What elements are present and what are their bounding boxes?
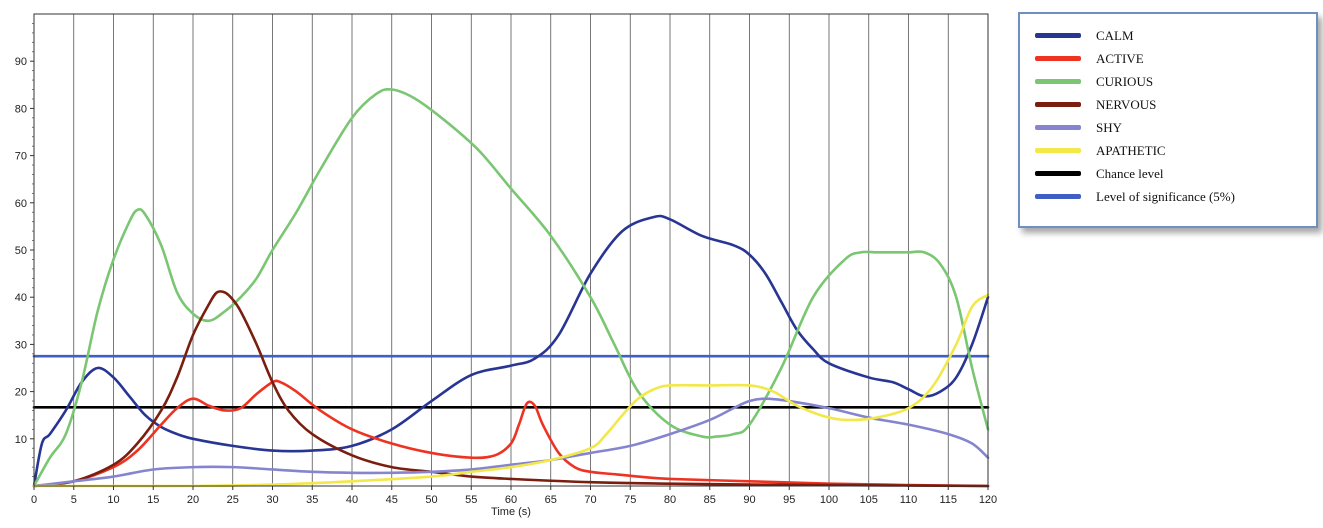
series-line-apathetic: [32, 293, 990, 488]
legend-item-level-of-significance-5: Level of significance (5%): [1020, 187, 1316, 209]
series-line-nervous: [32, 289, 990, 488]
x-tick-label-110: 110: [900, 494, 918, 506]
x-tick-label-90: 90: [743, 494, 755, 506]
x-tick-label-105: 105: [860, 494, 878, 506]
x-tick-label-5: 5: [71, 494, 77, 506]
x-tick-label-80: 80: [664, 494, 676, 506]
x-tick-label-85: 85: [704, 494, 716, 506]
legend-item-apathetic: APATHETIC: [1020, 141, 1316, 163]
legend-item-chance-level: Chance level: [1020, 164, 1316, 186]
legend-item-active: ACTIVE: [1020, 49, 1316, 71]
x-axis-title: Time (s): [491, 506, 531, 518]
x-tick-label-15: 15: [147, 494, 159, 506]
y-tick-label-40: 40: [15, 292, 27, 304]
legend-swatch-level-of-significance-5: [1035, 194, 1081, 199]
legend-label-chance-level: Chance level: [1096, 166, 1164, 181]
legend-label-active: ACTIVE: [1096, 51, 1144, 66]
y-tick-label-50: 50: [15, 245, 27, 257]
legend-swatch-calm: [1035, 33, 1081, 38]
series-lines: [32, 87, 990, 488]
y-tick-label-80: 80: [15, 103, 27, 115]
legend-label-level-of-significance-5: Level of significance (5%): [1096, 189, 1235, 204]
legend-item-nervous: NERVOUS: [1020, 95, 1316, 117]
legend-swatch-active: [1035, 56, 1081, 61]
x-tick-label-100: 100: [820, 494, 838, 506]
y-tick-label-20: 20: [15, 387, 27, 399]
series-line-calm: [32, 214, 990, 488]
x-tick-label-60: 60: [505, 494, 517, 506]
y-tick-label-10: 10: [15, 434, 27, 446]
legend-label-shy: SHY: [1096, 120, 1123, 135]
x-tick-label-45: 45: [386, 494, 398, 506]
x-tick-label-10: 10: [107, 494, 119, 506]
x-tick-label-25: 25: [227, 494, 239, 506]
x-tick-label-40: 40: [346, 494, 358, 506]
series-line-shy: [32, 397, 990, 488]
legend-swatch-shy: [1035, 125, 1081, 130]
legend: CALM ACTIVE CURIOUS NERVOUS SHY APATHETIC Chan…: [1018, 12, 1318, 228]
legend-item-shy: SHY: [1020, 118, 1316, 140]
legend-label-nervous: NERVOUS: [1096, 97, 1157, 112]
series-line-curious: [32, 87, 990, 488]
legend-label-curious: CURIOUS: [1096, 74, 1154, 89]
legend-label-apathetic: APATHETIC: [1096, 143, 1166, 158]
x-tick-label-30: 30: [266, 494, 278, 506]
series-line-active: [32, 379, 990, 488]
x-tick-label-35: 35: [306, 494, 318, 506]
y-tick-label-70: 70: [15, 151, 27, 163]
legend-swatch-apathetic: [1035, 148, 1081, 153]
y-tick-label-90: 90: [15, 56, 27, 68]
legend-swatch-nervous: [1035, 102, 1081, 107]
x-tick-label-0: 0: [31, 494, 37, 506]
y-tick-label-60: 60: [15, 198, 27, 210]
x-tick-label-65: 65: [545, 494, 557, 506]
y-axis-ticks: 10 20 30 40 50 60 70 80 90: [15, 23, 34, 477]
legend-swatch-curious: [1035, 79, 1081, 84]
x-tick-label-50: 50: [425, 494, 437, 506]
x-tick-label-95: 95: [783, 494, 795, 506]
x-tick-label-75: 75: [624, 494, 636, 506]
x-tick-label-70: 70: [584, 494, 596, 506]
legend-item-curious: CURIOUS: [1020, 72, 1316, 94]
x-axis-ticks: 0 5 10 15 20 25 30 35 40 45 50 55 60 65 70 75 80 85 90 95 10…: [31, 486, 997, 506]
y-tick-label-30: 30: [15, 339, 27, 351]
x-tick-label-20: 20: [187, 494, 199, 506]
legend-label-calm: CALM: [1096, 28, 1134, 43]
x-tick-label-115: 115: [939, 494, 957, 506]
legend-item-calm: CALM: [1020, 26, 1316, 48]
x-tick-label-120: 120: [979, 494, 997, 506]
x-tick-label-55: 55: [465, 494, 477, 506]
legend-swatch-chance-level: [1035, 171, 1081, 176]
